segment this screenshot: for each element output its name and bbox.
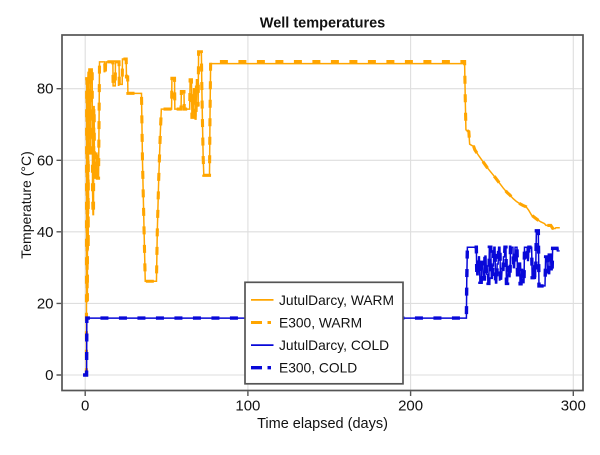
svg-text:60: 60 [37, 152, 54, 169]
svg-text:JutulDarcy, WARM: JutulDarcy, WARM [279, 293, 394, 308]
svg-text:0: 0 [81, 398, 89, 415]
svg-text:200: 200 [398, 398, 423, 415]
svg-text:E300, WARM: E300, WARM [279, 316, 362, 331]
svg-text:80: 80 [37, 81, 54, 98]
svg-text:0: 0 [45, 367, 53, 384]
svg-text:20: 20 [37, 295, 54, 312]
svg-text:JutulDarcy, COLD: JutulDarcy, COLD [279, 338, 389, 353]
svg-text:Temperature (°C): Temperature (°C) [18, 151, 34, 259]
svg-text:100: 100 [235, 398, 260, 415]
svg-text:Time elapsed (days): Time elapsed (days) [257, 416, 388, 432]
svg-text:Well temperatures: Well temperatures [260, 16, 385, 32]
svg-text:300: 300 [561, 398, 586, 415]
svg-text:40: 40 [37, 224, 54, 241]
svg-text:E300, COLD: E300, COLD [279, 361, 357, 376]
